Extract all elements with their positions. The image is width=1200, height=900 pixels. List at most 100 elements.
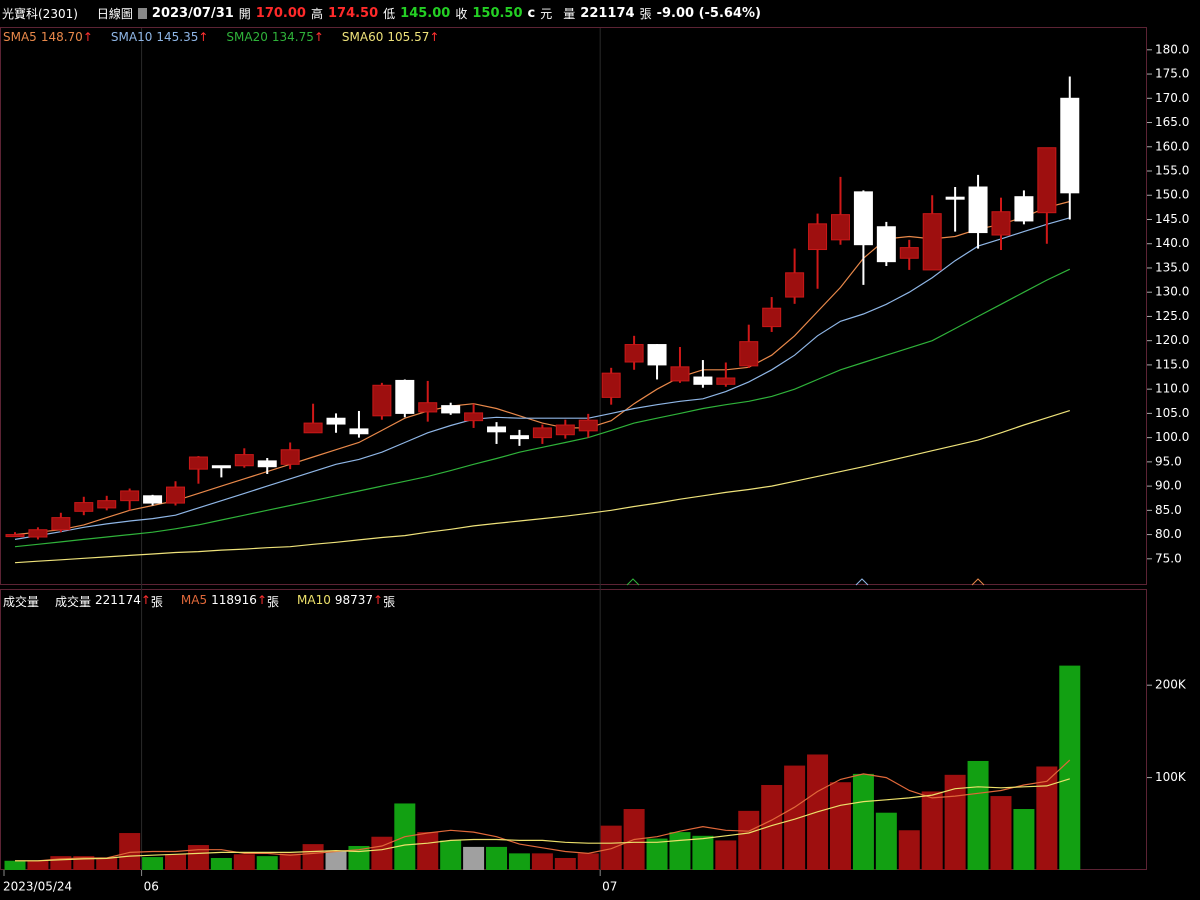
y-tick-label: 105.0 xyxy=(1155,406,1189,420)
volume-bar xyxy=(27,860,49,870)
volume-bar xyxy=(4,860,26,870)
volume-bar xyxy=(1059,665,1081,870)
volume-bar xyxy=(715,840,737,870)
volume-bar xyxy=(761,784,783,870)
legend-value-group: 134.75 ↑ xyxy=(272,30,324,44)
legend-entry: 成交量 221174 ↑ 張 xyxy=(55,593,163,610)
y-tick-label: 95.0 xyxy=(1155,454,1182,468)
ma-line xyxy=(14,410,1070,564)
volume-panel-title: 成交量 xyxy=(3,595,40,609)
candle-body xyxy=(441,405,461,414)
legend-name: 成交量 xyxy=(55,595,92,609)
candle-body xyxy=(578,419,598,432)
candle-body xyxy=(716,377,736,385)
volume-value: 221174 xyxy=(580,5,635,21)
volume-bar xyxy=(646,838,668,870)
x-tick-label: 07 xyxy=(602,880,617,894)
y-tick-label: 140.0 xyxy=(1155,236,1189,250)
y-tick-label: 135.0 xyxy=(1155,260,1189,274)
y-tick-label: 175.0 xyxy=(1155,67,1189,81)
candle-body xyxy=(785,272,805,298)
legend-name: SMA20 xyxy=(226,30,268,44)
volume-bar xyxy=(990,796,1012,870)
volume-bar xyxy=(1013,809,1035,870)
candle-body xyxy=(739,341,759,367)
candle-body xyxy=(1060,97,1080,194)
candle-body xyxy=(234,454,254,467)
chart-kind: 日線圖 xyxy=(96,6,133,21)
volume-bar xyxy=(852,773,874,870)
legend-value: 134.75 xyxy=(271,30,314,44)
legend-value-group: 98737 ↑ 張 xyxy=(335,593,395,610)
candle-body xyxy=(693,376,713,385)
volume-bar xyxy=(210,857,232,870)
stock-name: 光寶科(2301) xyxy=(2,6,78,21)
legend-entry: SMA5 148.70 ↑ xyxy=(3,30,93,44)
candle-body xyxy=(601,372,621,398)
candle-body xyxy=(326,417,346,425)
volume-bar xyxy=(279,853,301,870)
close-label: 收 xyxy=(455,6,468,21)
currency: 元 xyxy=(540,6,553,21)
legend-entry: MA10 98737 ↑ 張 xyxy=(297,593,395,610)
ma-line xyxy=(15,778,1070,862)
y-tick-label: 125.0 xyxy=(1155,309,1189,323)
candle-body xyxy=(372,384,392,417)
volume-bar xyxy=(554,857,576,870)
candle-body xyxy=(418,402,438,413)
volume-bar xyxy=(325,851,347,870)
legend-entry: MA5 118916 ↑ 張 xyxy=(181,593,279,610)
candle-body xyxy=(487,426,507,433)
volume-bar xyxy=(256,856,278,870)
candle-body xyxy=(555,424,575,436)
candle-body xyxy=(395,379,415,414)
candle-body xyxy=(143,495,163,504)
legend-value: 98737 xyxy=(334,593,374,607)
y-tick-label: 100K xyxy=(1155,770,1187,784)
y-tick-label: 130.0 xyxy=(1155,285,1189,299)
candle-body xyxy=(51,517,71,531)
close-value: 150.50 xyxy=(472,5,523,21)
y-tick-label: 120.0 xyxy=(1155,333,1189,347)
volume-bar xyxy=(371,836,393,870)
y-tick-label: 160.0 xyxy=(1155,139,1189,153)
candle-body xyxy=(853,191,873,246)
trend-arrow: ↑ xyxy=(429,30,440,44)
signal-marker xyxy=(971,578,985,586)
candle-body xyxy=(280,449,300,465)
volume-bar xyxy=(577,853,599,870)
header: 光寶科(2301) 日線圖 2023/07/31 開 170.00 高 174.… xyxy=(0,0,1200,26)
candle-body xyxy=(808,223,828,251)
signal-marker xyxy=(855,578,869,586)
legend-name: SMA10 xyxy=(110,30,153,44)
high-label: 高 xyxy=(310,6,323,21)
y-tick-label: 75.0 xyxy=(1155,551,1182,565)
volume-bar xyxy=(302,844,324,870)
candle-body xyxy=(5,534,25,538)
legend-name: MA10 xyxy=(297,593,331,607)
volume-legend: 成交量 成交量 221174 ↑ 張 MA5 118916 ↑ 張 MA10 98737 ↑ 張 xyxy=(3,593,409,610)
candle-body xyxy=(28,529,48,538)
volume-unit: 張 xyxy=(639,6,652,21)
icon xyxy=(137,7,147,19)
low-value: 145.00 xyxy=(400,5,451,21)
high-value: 174.50 xyxy=(327,5,379,21)
legend-entry: SMA20 134.75 ↑ xyxy=(226,30,324,44)
signal-marker xyxy=(626,578,640,586)
volume-bar xyxy=(921,791,943,870)
volume-bar xyxy=(463,846,485,870)
volume-label: 量 xyxy=(563,6,576,21)
candle-body xyxy=(257,460,277,468)
volume-bar xyxy=(348,845,370,870)
y-tick-label: 145.0 xyxy=(1155,212,1189,226)
price-legend: SMA5 148.70 ↑ SMA10 145.35 ↑ SMA20 134.75 ↑ SMA60… xyxy=(3,30,453,44)
ma-line xyxy=(14,217,1070,540)
volume-bar xyxy=(486,846,508,870)
x-tick-label: 2023/05/24 xyxy=(3,880,72,894)
candle-body xyxy=(968,186,988,234)
x-tick-label: 06 xyxy=(144,880,159,894)
candle-body xyxy=(464,412,484,422)
legend-value: 145.35 xyxy=(156,30,199,44)
